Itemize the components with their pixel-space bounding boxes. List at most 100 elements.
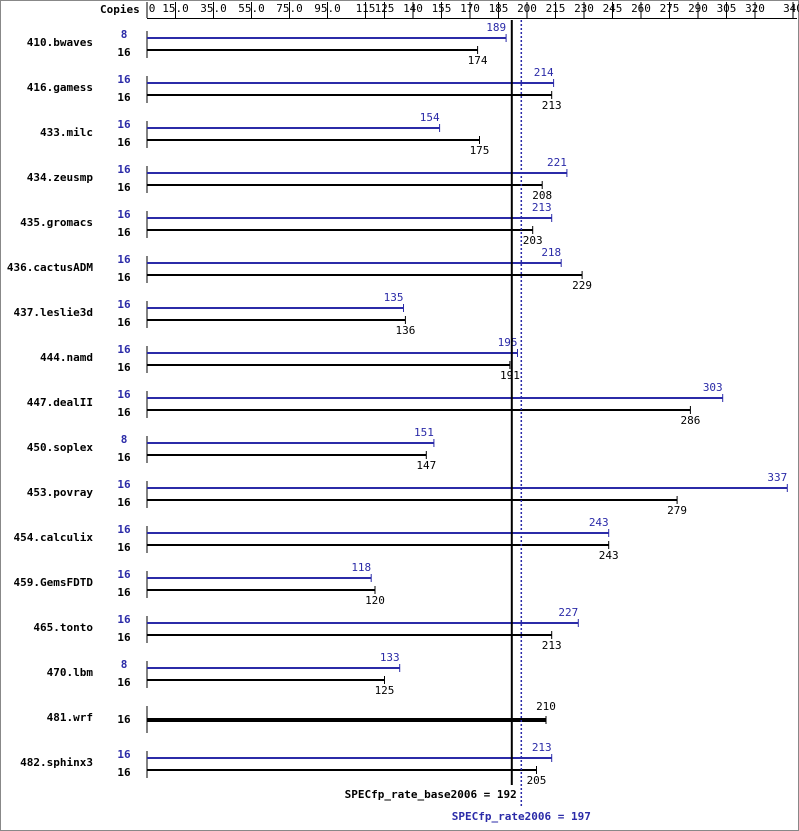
benchmark-name: 465.tonto bbox=[33, 621, 93, 634]
copies-label: 16 bbox=[117, 46, 131, 59]
copies-label: 16 bbox=[117, 298, 131, 311]
value-label: 205 bbox=[527, 774, 547, 787]
benchmark-name: 453.povray bbox=[27, 486, 94, 499]
copies-label: 16 bbox=[117, 163, 131, 176]
value-label: 125 bbox=[375, 684, 395, 697]
copies-label: 16 bbox=[117, 496, 131, 509]
value-label: 174 bbox=[468, 54, 488, 67]
copies-label: 16 bbox=[117, 361, 131, 374]
x-tick-label: 260 bbox=[631, 2, 651, 15]
copies-label: 16 bbox=[117, 676, 131, 689]
value-label: 210 bbox=[536, 700, 556, 713]
x-tick-label: 245 bbox=[603, 2, 623, 15]
copies-label: 16 bbox=[117, 748, 131, 761]
x-tick-label: 215 bbox=[546, 2, 566, 15]
value-label: 151 bbox=[414, 426, 434, 439]
copies-label: 8 bbox=[121, 28, 128, 41]
benchmark-name: 410.bwaves bbox=[27, 36, 93, 49]
value-label: 303 bbox=[703, 381, 723, 394]
benchmark-name: 481.wrf bbox=[47, 711, 93, 724]
value-label: 203 bbox=[523, 234, 543, 247]
copies-label: 16 bbox=[117, 91, 131, 104]
benchmark-name: 459.GemsFDTD bbox=[14, 576, 94, 589]
copies-label: 16 bbox=[117, 343, 131, 356]
copies-label: 16 bbox=[117, 208, 131, 221]
x-tick-label: 185 bbox=[489, 2, 509, 15]
value-label: 147 bbox=[416, 459, 436, 472]
value-label: 213 bbox=[542, 639, 562, 652]
value-label: 337 bbox=[767, 471, 787, 484]
x-tick-label: 155 bbox=[432, 2, 452, 15]
x-tick-label: 290 bbox=[688, 2, 708, 15]
copies-header: Copies bbox=[100, 3, 140, 16]
reference-label: SPECfp_rate_base2006 = 192 bbox=[345, 788, 517, 801]
value-label: 135 bbox=[384, 291, 404, 304]
copies-label: 16 bbox=[117, 541, 131, 554]
value-label: 120 bbox=[365, 594, 385, 607]
value-label: 221 bbox=[547, 156, 567, 169]
value-label: 279 bbox=[667, 504, 687, 517]
reference-label: SPECfp_rate2006 = 197 bbox=[452, 810, 591, 823]
benchmark-name: 470.lbm bbox=[47, 666, 94, 679]
copies-label: 16 bbox=[117, 406, 131, 419]
x-tick-label: 95.0 bbox=[314, 2, 341, 15]
benchmark-name: 450.soplex bbox=[27, 441, 94, 454]
benchmark-name: 454.calculix bbox=[14, 531, 94, 544]
x-tick-label: 35.0 bbox=[200, 2, 227, 15]
benchmark-name: 434.zeusmp bbox=[27, 171, 94, 184]
copies-label: 16 bbox=[117, 226, 131, 239]
copies-label: 16 bbox=[117, 388, 131, 401]
value-label: 191 bbox=[500, 369, 520, 382]
x-tick-label: 140 bbox=[403, 2, 423, 15]
benchmark-name: 447.dealII bbox=[27, 396, 93, 409]
x-tick-label: 115 bbox=[356, 2, 376, 15]
copies-label: 16 bbox=[117, 181, 131, 194]
value-label: 195 bbox=[498, 336, 518, 349]
copies-label: 16 bbox=[117, 568, 131, 581]
copies-label: 16 bbox=[117, 586, 131, 599]
value-label: 243 bbox=[589, 516, 609, 529]
x-tick-label: 15.0 bbox=[162, 2, 189, 15]
x-tick-label: 125 bbox=[375, 2, 395, 15]
x-tick-label: 0 bbox=[149, 2, 156, 15]
copies-label: 16 bbox=[117, 253, 131, 266]
value-label: 154 bbox=[420, 111, 440, 124]
value-label: 208 bbox=[532, 189, 552, 202]
value-label: 136 bbox=[395, 324, 415, 337]
x-tick-label: 230 bbox=[574, 2, 594, 15]
copies-label: 16 bbox=[117, 631, 131, 644]
x-tick-label: 170 bbox=[460, 2, 480, 15]
x-tick-label: 200 bbox=[517, 2, 537, 15]
benchmark-name: 482.sphinx3 bbox=[20, 756, 93, 769]
copies-label: 16 bbox=[117, 766, 131, 779]
benchmark-name: 444.namd bbox=[40, 351, 93, 364]
x-tick-label: 75.0 bbox=[276, 2, 303, 15]
x-tick-label: 340 bbox=[783, 2, 799, 15]
copies-label: 16 bbox=[117, 136, 131, 149]
copies-label: 16 bbox=[117, 613, 131, 626]
value-label: 213 bbox=[532, 741, 552, 754]
benchmark-name: 433.milc bbox=[40, 126, 93, 139]
copies-label: 16 bbox=[117, 118, 131, 131]
x-tick-label: 320 bbox=[745, 2, 765, 15]
benchmark-name: 437.leslie3d bbox=[14, 306, 93, 319]
x-tick-label: 305 bbox=[717, 2, 737, 15]
x-tick-label: 55.0 bbox=[238, 2, 265, 15]
copies-label: 16 bbox=[117, 451, 131, 464]
value-label: 213 bbox=[542, 99, 562, 112]
value-label: 175 bbox=[470, 144, 490, 157]
value-label: 229 bbox=[572, 279, 592, 292]
copies-label: 16 bbox=[117, 713, 131, 726]
copies-label: 16 bbox=[117, 73, 131, 86]
benchmark-name: 416.gamess bbox=[27, 81, 93, 94]
copies-label: 16 bbox=[117, 271, 131, 284]
value-label: 133 bbox=[380, 651, 400, 664]
value-label: 214 bbox=[534, 66, 554, 79]
benchmark-name: 436.cactusADM bbox=[7, 261, 93, 274]
benchmark-name: 435.gromacs bbox=[20, 216, 93, 229]
value-label: 243 bbox=[599, 549, 619, 562]
x-tick-label: 275 bbox=[660, 2, 680, 15]
